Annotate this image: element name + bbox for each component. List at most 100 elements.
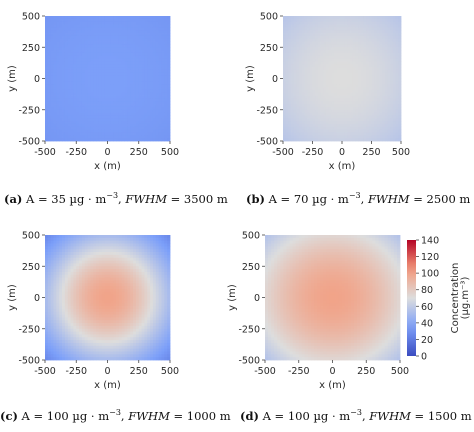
heatmap-cell xyxy=(395,78,399,82)
heatmap-cell xyxy=(73,297,77,301)
heatmap-cell xyxy=(390,138,394,142)
heatmap-cell xyxy=(390,135,394,139)
heatmap-cell xyxy=(113,38,117,42)
heatmap-cell xyxy=(96,55,100,60)
heatmap-cell xyxy=(344,24,348,28)
heatmap-cell xyxy=(167,27,171,31)
heatmap-cell xyxy=(130,92,134,96)
heatmap-cell xyxy=(121,129,125,133)
heatmap-cell xyxy=(283,89,287,94)
heatmap-cell xyxy=(301,69,305,74)
heatmap-cell xyxy=(90,317,94,321)
heatmap-cell xyxy=(152,109,157,113)
heatmap-cell xyxy=(81,337,86,341)
heatmap-cell xyxy=(398,50,402,54)
heatmap-cell xyxy=(350,30,354,34)
heatmap-cell xyxy=(315,123,319,128)
heatmap-cell xyxy=(155,41,160,45)
heatmap-cell xyxy=(350,18,354,23)
heatmap-cell xyxy=(45,50,49,54)
heatmap-cell xyxy=(355,115,359,119)
heatmap-cell xyxy=(96,64,100,68)
heatmap-cell xyxy=(130,126,134,131)
heatmap-cell xyxy=(47,89,52,94)
heatmap-cell xyxy=(118,92,123,96)
heatmap-cell xyxy=(121,24,125,28)
heatmap-cell xyxy=(150,121,154,125)
heatmap-cell xyxy=(390,44,394,48)
heatmap-cell xyxy=(293,135,297,139)
heatmap-cell xyxy=(323,55,327,60)
heatmap-cell xyxy=(344,126,348,131)
heatmap-cell xyxy=(87,348,91,352)
heatmap-cell xyxy=(130,67,134,71)
heatmap-cell xyxy=(101,300,106,304)
heatmap-cell xyxy=(323,33,327,37)
heatmap-cell xyxy=(152,129,157,133)
heatmap-cell xyxy=(81,75,86,79)
heatmap-cell xyxy=(101,354,106,358)
heatmap-cell xyxy=(164,33,168,37)
heatmap-cell xyxy=(110,123,114,128)
heatmap-cell xyxy=(133,81,137,85)
heatmap-cell xyxy=(323,115,327,119)
heatmap-cell xyxy=(98,254,103,259)
heatmap-cell xyxy=(62,257,66,261)
heatmap-cell xyxy=(133,84,137,88)
heatmap-cell xyxy=(64,132,69,136)
heatmap-cell xyxy=(47,317,52,321)
heatmap-cell xyxy=(358,95,362,99)
heatmap-cell xyxy=(98,297,103,301)
heatmap-cell xyxy=(90,235,94,239)
heatmap-cell xyxy=(81,98,86,102)
heatmap-cell xyxy=(307,123,311,128)
heatmap-cell xyxy=(155,115,160,119)
heatmap-cell xyxy=(315,81,319,85)
heatmap-cell xyxy=(104,61,108,65)
heatmap-cell xyxy=(325,18,329,23)
heatmap-cell xyxy=(98,328,103,332)
heatmap-cell xyxy=(315,41,319,45)
heatmap-cell xyxy=(67,67,71,71)
heatmap-cell xyxy=(331,35,335,40)
heatmap-cell xyxy=(62,340,66,344)
heatmap-cell xyxy=(53,16,57,20)
heatmap-cell xyxy=(291,104,295,108)
heatmap-cell xyxy=(323,121,327,125)
heatmap-cell xyxy=(347,104,351,108)
heatmap-cell xyxy=(104,35,108,40)
heatmap-cell xyxy=(113,30,117,34)
heatmap-cell xyxy=(164,52,168,57)
heatmap-cell xyxy=(323,61,327,65)
heatmap-cell xyxy=(398,55,402,60)
heatmap-cell xyxy=(93,69,97,74)
heatmap-cell xyxy=(64,286,69,290)
heatmap-cell xyxy=(45,35,49,40)
heatmap-cell xyxy=(127,58,131,62)
heatmap-cell xyxy=(368,44,372,48)
heatmap-cell xyxy=(59,277,63,281)
heatmap-cell xyxy=(150,35,154,40)
heatmap-cell xyxy=(79,252,83,256)
heatmap-cell xyxy=(376,92,380,96)
heatmap-cell xyxy=(379,132,383,136)
heatmap-cell xyxy=(70,18,74,23)
heatmap-cell xyxy=(352,18,356,23)
heatmap-cell xyxy=(93,342,97,347)
heatmap-cell xyxy=(96,357,100,361)
heatmap-cell xyxy=(73,334,77,338)
heatmap-cell xyxy=(344,38,348,42)
heatmap-cell xyxy=(387,72,391,77)
heatmap-cell xyxy=(81,61,86,65)
heatmap-cell xyxy=(118,33,123,37)
heatmap-cell xyxy=(398,33,402,37)
heatmap-cell xyxy=(81,87,86,91)
heatmap-cell xyxy=(124,55,128,60)
heatmap-cell xyxy=(144,78,148,82)
heatmap-cell xyxy=(79,106,83,111)
heatmap-cell xyxy=(291,16,295,20)
heatmap-cell xyxy=(138,129,142,133)
heatmap-cell xyxy=(90,328,94,332)
heatmap-cell xyxy=(144,126,148,131)
